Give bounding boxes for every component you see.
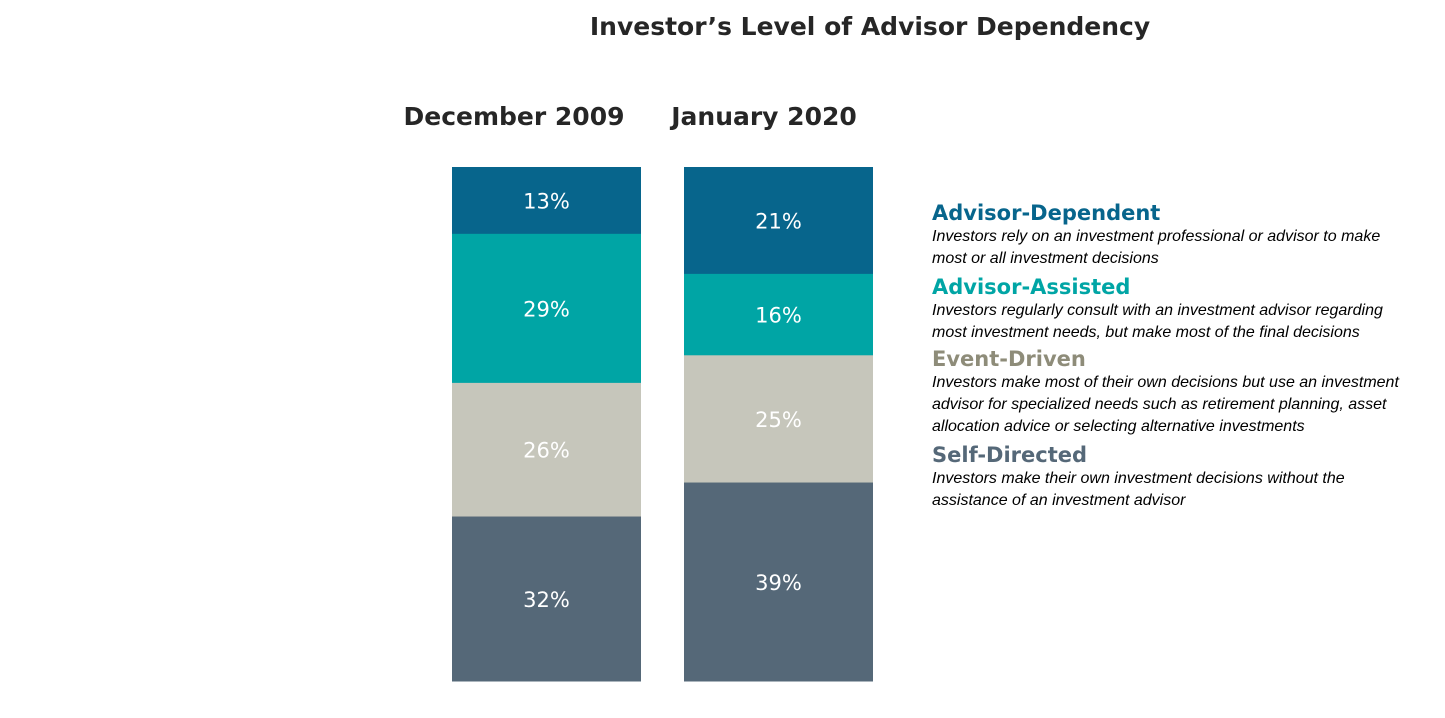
data-label-advisor-dependent-0: 13% [523, 189, 570, 213]
bar-segment-event-driven-0 [452, 382, 641, 518]
data-label-self-directed-1: 39% [755, 571, 802, 595]
legend-description: Investors regularly consult with an inve… [932, 302, 1383, 341]
data-label-advisor-dependent-1: 21% [755, 209, 802, 233]
data-label-event-driven-1: 25% [755, 408, 802, 432]
legend-item-self-directed: Self-Directed Investors make their own i… [932, 442, 1432, 512]
bar-segment-advisor-assisted-1 [684, 273, 873, 356]
legend-description: Investors make most of their own decisio… [932, 374, 1399, 435]
legend-name: Self-Directed [932, 443, 1088, 467]
legend-description: Investors make their own investment deci… [932, 470, 1345, 509]
data-label-event-driven-0: 26% [523, 439, 570, 463]
data-label-advisor-assisted-1: 16% [755, 304, 802, 328]
legend-item-advisor-assisted: Advisor-Assisted Investors regularly con… [932, 274, 1432, 344]
legend-description: Investors rely on an investment professi… [932, 228, 1381, 267]
bar-segment-advisor-assisted-0 [452, 233, 641, 384]
legend-name: Event-Driven [932, 347, 1086, 371]
data-label-self-directed-0: 32% [523, 588, 570, 612]
category-label-january-2020: January 2020 [671, 102, 857, 131]
data-label-advisor-assisted-0: 29% [523, 297, 570, 321]
legend-name: Advisor-Dependent [932, 201, 1161, 225]
legend: Advisor-Dependent Investors rely on an i… [932, 200, 1432, 512]
bar-segment-event-driven-1 [684, 355, 873, 484]
chart-title: Investor’s Level of Advisor Dependency [589, 12, 1151, 41]
bar-segment-self-directed-1 [684, 482, 873, 682]
bar-segment-advisor-dependent-1 [684, 167, 873, 275]
legend-item-advisor-dependent: Advisor-Dependent Investors rely on an i… [932, 200, 1432, 270]
bar-segment-advisor-dependent-0 [452, 167, 641, 235]
legend-name: Advisor-Assisted [932, 275, 1131, 299]
stacked-bar-chart: 13% 29% 26% 32% 21% 16% 25% 39% [452, 167, 873, 682]
bar-segment-self-directed-0 [452, 516, 641, 682]
category-label-december-2009: December 2009 [403, 102, 625, 131]
legend-item-event-driven: Event-Driven Investors make most of thei… [932, 346, 1432, 438]
